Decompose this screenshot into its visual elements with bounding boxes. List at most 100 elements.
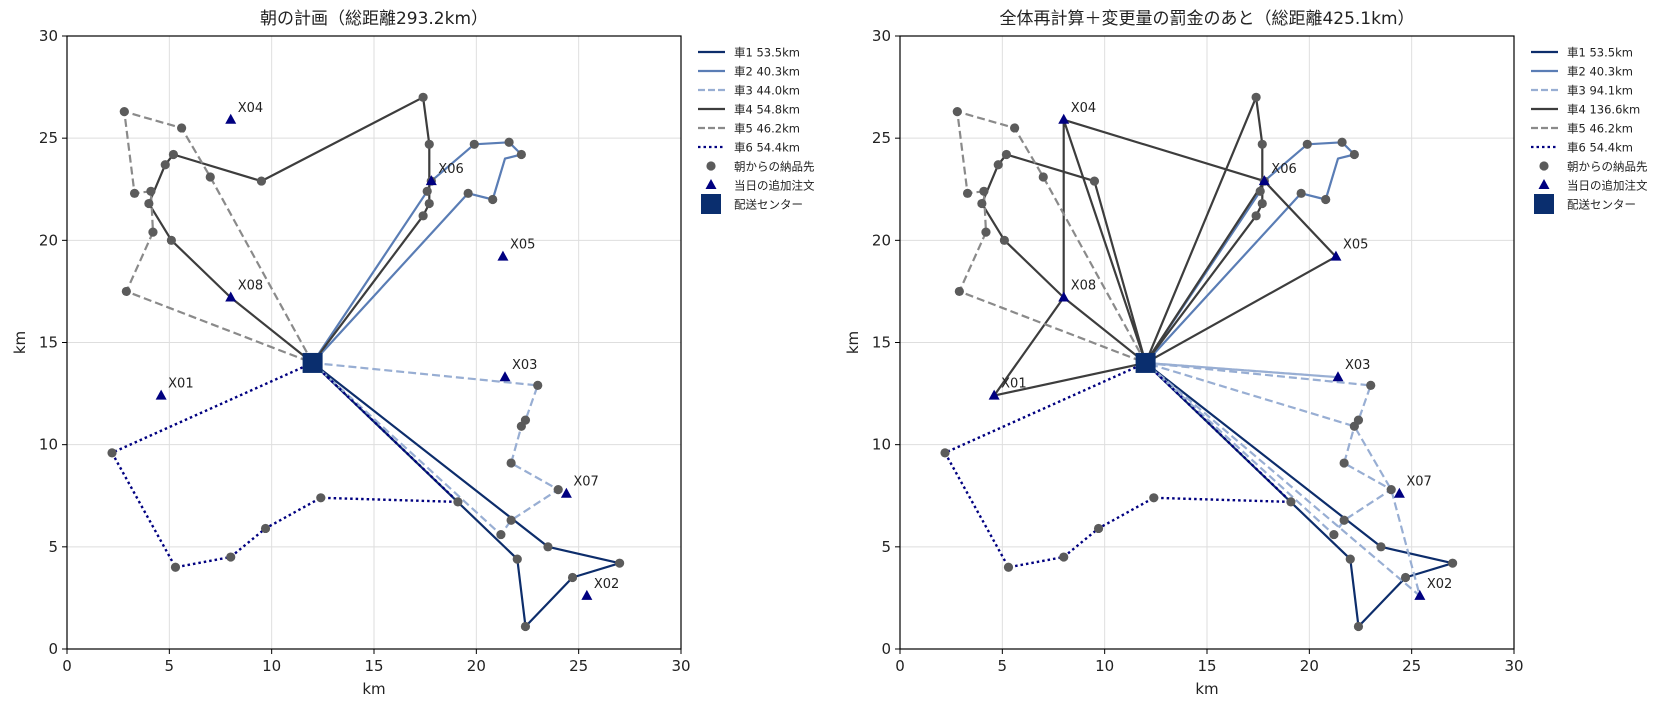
x-axis-label: km: [362, 680, 385, 698]
customer-point: [1010, 123, 1020, 133]
customer-point: [260, 523, 271, 534]
legend-swatch-depot: [701, 194, 721, 214]
legend-label: 車1 53.5km: [1567, 46, 1633, 60]
x-tick-label: 30: [1504, 657, 1523, 675]
customer-point: [146, 186, 156, 196]
extra-order-marker: [1414, 589, 1426, 600]
x-tick-label: 25: [1402, 657, 1421, 675]
customer-point: [119, 107, 129, 117]
customer-point: [1302, 139, 1312, 149]
customer-point: [1345, 554, 1355, 564]
customer-point: [226, 552, 236, 562]
customer-point: [999, 235, 1009, 245]
extra-order-label: X01: [168, 377, 193, 392]
customer-point: [1339, 515, 1349, 525]
x-tick-label: 25: [569, 657, 588, 675]
legend-label: 朝からの納品先: [1567, 160, 1648, 174]
customer-point: [553, 485, 563, 495]
legend-label: 当日の追加注文: [1567, 179, 1648, 193]
customer-point: [1251, 92, 1261, 102]
y-tick-label: 15: [872, 334, 891, 352]
x-tick-label: 0: [895, 657, 905, 675]
extra-order-marker: [499, 371, 511, 382]
customer-point: [166, 235, 176, 245]
customer-point: [168, 149, 179, 160]
legend: 車1 53.5km 車2 40.3km 車3 44.0km 車4 54.8km 車5 4…: [698, 46, 815, 214]
customer-point: [977, 198, 987, 209]
route-line-vehicle-6: [110, 361, 460, 569]
x-tick-label: 5: [998, 657, 1008, 675]
customer-point: [940, 448, 950, 458]
extra-order-label: X08: [1071, 279, 1096, 294]
customer-point: [463, 188, 473, 198]
customer-point: [1255, 186, 1265, 196]
customer-point: [1059, 552, 1069, 562]
customer-point: [1349, 149, 1359, 160]
y-axis-label: km: [844, 331, 862, 354]
legend-label: 車6 54.4km: [734, 141, 800, 155]
customer-point: [615, 558, 625, 568]
y-tick-label: 15: [39, 334, 58, 352]
x-tick-label: 0: [62, 657, 72, 675]
extra-order-marker: [225, 291, 237, 302]
customer-point: [506, 515, 516, 525]
customer-point: [504, 137, 514, 147]
extra-order-label: X05: [510, 238, 535, 253]
customer-point: [1038, 172, 1048, 182]
x-tick-label: 10: [1095, 657, 1114, 675]
extra-order-marker: [1258, 175, 1270, 186]
extra-order-label: X01: [1001, 377, 1026, 392]
customer-point: [1251, 211, 1261, 221]
customer-point: [453, 497, 463, 507]
y-tick-label: 10: [39, 436, 58, 454]
x-tick-label: 15: [1197, 657, 1216, 675]
legend-swatch-customer: [1539, 161, 1549, 171]
extra-order-label: X08: [238, 279, 263, 294]
y-tick-label: 20: [39, 231, 58, 249]
customer-point: [1001, 149, 1012, 160]
customer-point: [496, 529, 506, 540]
y-tick-label: 20: [872, 231, 891, 249]
extra-order-marker: [988, 389, 1000, 400]
y-tick-label: 30: [872, 27, 891, 45]
customer-point: [316, 493, 326, 503]
extra-order-label: X06: [438, 162, 463, 177]
customer-point: [148, 227, 158, 237]
extra-order-label: X02: [1427, 577, 1452, 592]
extra-order-marker: [155, 389, 167, 400]
x-tick-label: 5: [165, 657, 175, 675]
depot-marker: [302, 352, 323, 373]
extra-order-marker: [1330, 250, 1342, 261]
customer-point: [981, 227, 991, 237]
customer-point: [1329, 529, 1339, 540]
customer-point: [1386, 485, 1396, 495]
legend-label: 車5 46.2km: [1567, 122, 1633, 136]
customer-point: [1257, 198, 1267, 209]
extra-order-marker: [497, 250, 509, 261]
legend-swatch-extra-order: [705, 179, 717, 189]
extra-order-marker: [1332, 371, 1344, 382]
legend-swatch-depot: [1534, 194, 1554, 214]
legend-label: 車4 136.6km: [1567, 103, 1640, 117]
extra-order-label: X07: [573, 475, 598, 490]
extra-order-label: X03: [512, 358, 537, 373]
customer-point: [979, 186, 989, 196]
customer-point: [1339, 458, 1349, 468]
customer-point: [520, 621, 531, 632]
legend-swatch-customer: [706, 161, 716, 171]
customer-point: [954, 286, 964, 297]
legend-label: 車1 53.5km: [734, 46, 800, 60]
customer-point: [506, 458, 516, 468]
legend-label: 配送センター: [1567, 198, 1636, 212]
customer-point: [1296, 188, 1306, 198]
customer-point: [144, 198, 154, 209]
customer-point: [1286, 497, 1296, 507]
extra-order-label: X03: [1345, 358, 1370, 373]
extra-order-marker: [1393, 487, 1405, 498]
extra-order-label: X02: [594, 577, 619, 592]
route-line-vehicle-4: [980, 96, 1337, 397]
x-axis-label: km: [1195, 680, 1218, 698]
customer-point: [1376, 542, 1386, 552]
